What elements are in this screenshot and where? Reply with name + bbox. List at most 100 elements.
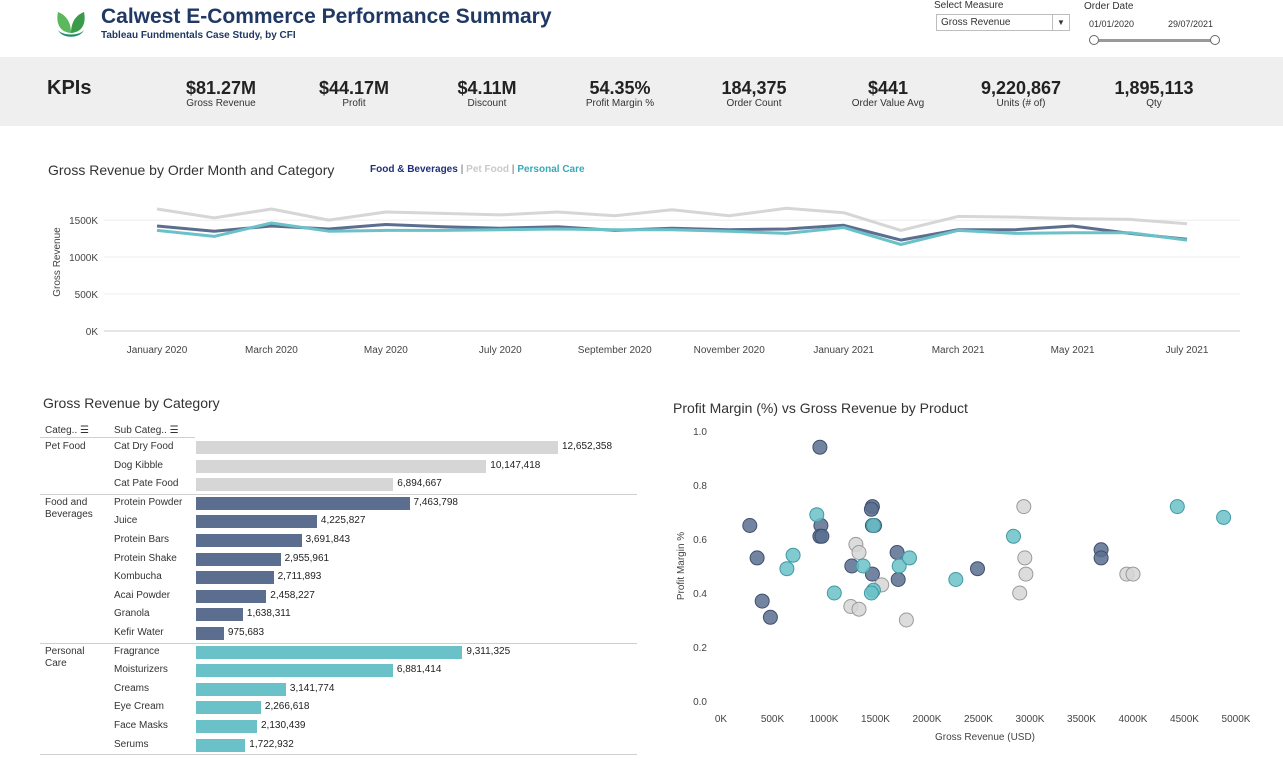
- series-line[interactable]: [156, 223, 1188, 242]
- kpi-label: Gross Revenue: [186, 98, 256, 109]
- y-tick-label: 1.0: [693, 427, 707, 438]
- revenue-bar[interactable]: [196, 701, 261, 714]
- revenue-bar[interactable]: [196, 683, 286, 696]
- kpi-band: [0, 57, 1283, 126]
- kpi-value: 54.35%: [589, 78, 651, 98]
- date-slider-end-handle[interactable]: [1210, 35, 1220, 45]
- subcategory-label: Juice: [114, 515, 138, 526]
- legend-personal-care[interactable]: Personal Care: [517, 164, 585, 175]
- group-divider: [40, 643, 637, 644]
- product-point[interactable]: [1018, 566, 1034, 582]
- series-line[interactable]: [156, 221, 1188, 246]
- subcategory-column-header[interactable]: Sub Categ.. ☰: [114, 425, 179, 436]
- kpi-card: 9,220,867 Units (# of): [951, 78, 1091, 110]
- x-tick-label: July 2021: [1166, 345, 1209, 356]
- product-point[interactable]: [1017, 550, 1033, 566]
- product-point[interactable]: [1125, 566, 1141, 582]
- revenue-bar[interactable]: [196, 571, 274, 584]
- revenue-bar[interactable]: [196, 553, 281, 566]
- revenue-bar[interactable]: [196, 497, 410, 510]
- product-point[interactable]: [851, 545, 867, 560]
- subcategory-label: Dog Kibble: [114, 460, 163, 471]
- line-chart: 0K 500K 1000K 1500K Gross Revenue January 202…: [52, 206, 1240, 356]
- measure-select[interactable]: Gross Revenue ▼: [936, 14, 1070, 31]
- series-line[interactable]: [156, 206, 1188, 232]
- category-column-header[interactable]: Categ.. ☰: [45, 425, 89, 436]
- product-point[interactable]: [863, 585, 879, 601]
- kpi-value: 9,220,867: [980, 78, 1062, 98]
- sort-icon[interactable]: ☰: [169, 425, 179, 436]
- y-tick-label: 0K: [86, 327, 99, 338]
- measure-filter-label: Select Measure: [934, 0, 1004, 11]
- x-tick-label: September 2020: [578, 345, 652, 356]
- bar-chart-title: Gross Revenue by Category: [43, 395, 220, 411]
- y-tick-label: 0.6: [693, 535, 707, 546]
- legend-pet-food[interactable]: Pet Food: [466, 164, 509, 175]
- product-point[interactable]: [826, 585, 842, 601]
- bar-value-label: 10,147,418: [490, 460, 541, 471]
- subcategory-label: Face Masks: [114, 720, 168, 731]
- kpi-card: $81.27M Gross Revenue: [151, 78, 291, 110]
- product-point[interactable]: [948, 572, 964, 587]
- revenue-bar[interactable]: [196, 664, 393, 677]
- sort-icon[interactable]: ☰: [80, 425, 89, 436]
- revenue-bar[interactable]: [196, 608, 243, 621]
- product-point[interactable]: [1093, 550, 1109, 566]
- product-point[interactable]: [814, 528, 830, 544]
- product-point[interactable]: [898, 612, 914, 628]
- category-label: Food and Beverages: [45, 496, 93, 520]
- product-point[interactable]: [762, 609, 778, 625]
- revenue-bar[interactable]: [196, 460, 487, 473]
- leaf-logo-icon: [54, 6, 88, 42]
- product-point[interactable]: [785, 547, 801, 563]
- subcategory-label: Protein Powder: [114, 497, 183, 508]
- legend-food-beverages[interactable]: Food & Beverages: [370, 164, 458, 175]
- revenue-bar[interactable]: [196, 646, 463, 659]
- product-point[interactable]: [754, 593, 770, 609]
- kpi-card: $441 Order Value Avg: [818, 78, 958, 110]
- revenue-bar[interactable]: [196, 627, 224, 640]
- x-tick-label: March 2020: [245, 345, 298, 356]
- product-point[interactable]: [1016, 499, 1032, 515]
- bar-value-label: 7,463,798: [413, 497, 459, 508]
- product-point[interactable]: [902, 550, 917, 566]
- product-point[interactable]: [851, 601, 867, 617]
- product-point[interactable]: [1216, 509, 1232, 525]
- product-point[interactable]: [855, 558, 871, 574]
- product-point[interactable]: [863, 501, 879, 517]
- product-point[interactable]: [779, 561, 795, 577]
- dropdown-caret-icon[interactable]: ▼: [1052, 15, 1069, 30]
- product-point[interactable]: [890, 572, 906, 587]
- revenue-bar[interactable]: [196, 739, 246, 752]
- product-point[interactable]: [891, 558, 907, 574]
- y-axis-label: Gross Revenue: [52, 227, 63, 297]
- revenue-bar[interactable]: [196, 590, 267, 603]
- product-point[interactable]: [970, 561, 985, 577]
- revenue-bar[interactable]: [196, 441, 558, 454]
- kpi-card: 184,375 Order Count: [684, 78, 824, 110]
- revenue-bar[interactable]: [196, 534, 302, 547]
- scatter-chart: 0K 500K 1000K 1500K 2000K 2500K 3000K 3500K 4000…: [676, 427, 1251, 743]
- kpi-card: 54.35% Profit Margin %: [550, 78, 690, 110]
- product-point[interactable]: [889, 545, 905, 560]
- revenue-bar[interactable]: [196, 478, 394, 491]
- product-point[interactable]: [1012, 585, 1028, 601]
- product-point[interactable]: [742, 518, 758, 533]
- product-point[interactable]: [1006, 528, 1021, 544]
- revenue-bar[interactable]: [196, 515, 317, 528]
- product-point[interactable]: [1169, 499, 1185, 515]
- product-point[interactable]: [865, 518, 881, 533]
- dashboard-title: Calwest E-Commerce Performance Summary: [101, 5, 552, 28]
- product-point[interactable]: [812, 439, 828, 455]
- revenue-bar[interactable]: [196, 720, 257, 733]
- subcategory-label: Acai Powder: [114, 590, 171, 601]
- product-point[interactable]: [749, 550, 765, 566]
- subcategory-header-label: Sub Categ..: [114, 425, 167, 436]
- date-slider-start-handle[interactable]: [1089, 35, 1099, 45]
- x-tick-label: May 2020: [364, 345, 408, 356]
- product-point[interactable]: [809, 507, 825, 523]
- x-tick-label: 500K: [761, 714, 785, 725]
- x-tick-label: July 2020: [479, 345, 522, 356]
- date-range-slider[interactable]: [1093, 39, 1215, 42]
- kpi-label: Profit Margin %: [585, 98, 655, 109]
